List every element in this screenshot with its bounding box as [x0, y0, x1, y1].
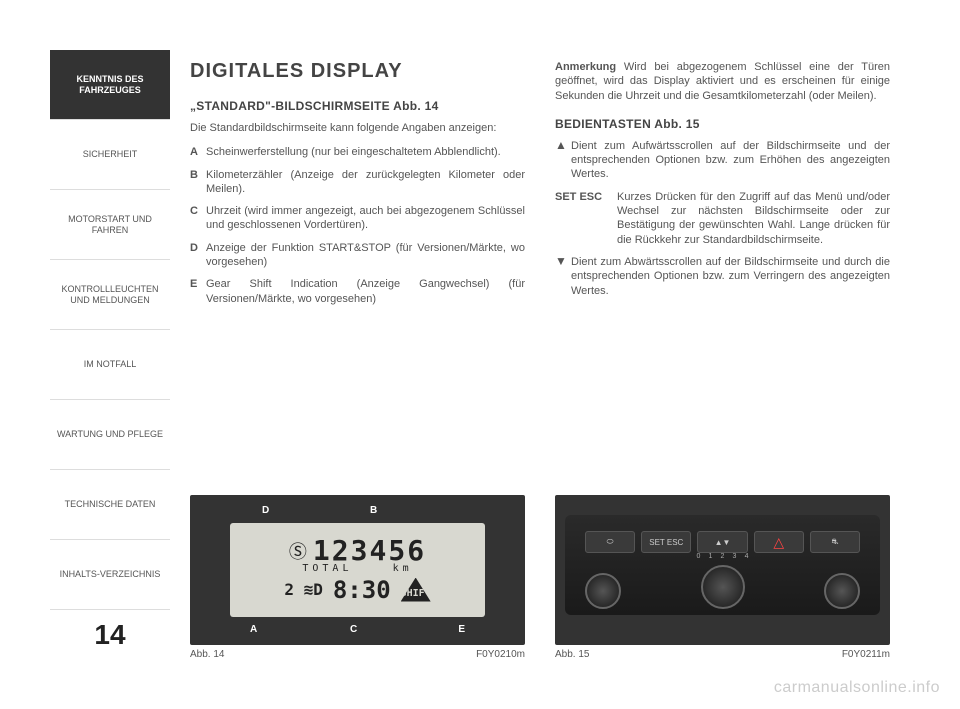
knob-center: 0 1 2 3 4 [701, 565, 745, 609]
knob-left [585, 573, 621, 609]
dash-btn-5: ⛐ [810, 531, 860, 553]
nav-notfall[interactable]: IM NOTFALL [50, 330, 170, 400]
triangle-down-icon: ▼ [555, 255, 571, 298]
item-text-c: Uhrzeit (wird immer angezeigt, auch bei … [206, 204, 525, 233]
lcd-odometer: 123456 [313, 537, 426, 565]
setesc-text: Kurzes Drücken für den Zugriff auf das M… [617, 190, 890, 247]
dash-btn-arrows: ▲▼ [697, 531, 747, 553]
shift-icon: SHIFT [401, 578, 431, 602]
fig14-label: Abb. 14 [190, 649, 224, 660]
intro-text: Die Standardbildschirmseite kann folgend… [190, 121, 525, 135]
callout-b: B [370, 505, 377, 516]
item-e: E Gear Shift Indication (Anzeige Gangwec… [190, 277, 525, 306]
item-text-e: Gear Shift Indication (Anzeige Gangwechs… [206, 277, 525, 306]
section-nav: KENNTNIS DES FAHRZEUGES SICHERHEIT MOTOR… [50, 50, 170, 660]
item-c: C Uhrzeit (wird immer angezeigt, auch be… [190, 204, 525, 233]
nav-inhaltsverzeichnis[interactable]: INHALTS-VERZEICHNIS [50, 540, 170, 610]
item-label-d: D [190, 241, 206, 270]
control-up: ▲ Dient zum Aufwärtsscrollen auf der Bil… [555, 139, 890, 182]
section-subtitle-14: „STANDARD"-BILDSCHIRMSEITE Abb. 14 [190, 99, 525, 113]
item-text-a: Scheinwerferstellung (nur bei eingeschal… [206, 145, 525, 159]
watermark: carmanualsonline.info [774, 679, 940, 697]
hazard-button: △ [754, 531, 804, 553]
control-down-text: Dient zum Abwärtsscrollen auf der Bildsc… [571, 255, 890, 298]
dash-button-row: ⬭ SET ESC ▲▼ △ ⛐ [585, 529, 860, 555]
lcd-display: Ⓢ 123456 TOTAL km 2 ≋D 8:30 SHIFT [230, 523, 485, 617]
item-label-e: E [190, 277, 206, 306]
callout-c: C [350, 624, 357, 635]
page-number: 14 [50, 610, 170, 660]
dash-btn-1: ⬭ [585, 531, 635, 553]
item-b: B Kilometerzähler (Anzeige der zurückgel… [190, 168, 525, 197]
item-text-b: Kilometerzähler (Anzeige der zurückgeleg… [206, 168, 525, 197]
fig15-code: F0Y0211m [842, 649, 890, 660]
manual-page: KENNTNIS DES FAHRZEUGES SICHERHEIT MOTOR… [50, 50, 910, 660]
nav-kontrollleuchten[interactable]: KONTROLLLEUCHTEN UND MELDUNGEN [50, 260, 170, 330]
item-label-a: A [190, 145, 206, 159]
section-subtitle-15: BEDIENTASTEN Abb. 15 [555, 117, 890, 131]
knob-right [824, 573, 860, 609]
dash-panel: ⬭ SET ESC ▲▼ △ ⛐ 0 1 [565, 515, 880, 615]
page-title: DIGITALES DISPLAY [190, 60, 525, 83]
callout-d: D [262, 505, 269, 516]
setesc-label: SET ESC [555, 190, 617, 247]
note-paragraph: Anmerkung Wird bei abgezogenem Schlüssel… [555, 60, 890, 103]
nav-motorstart[interactable]: MOTORSTART UND FAHREN [50, 190, 170, 260]
item-d: D Anzeige der Funktion START&STOP (für V… [190, 241, 525, 270]
triangle-up-icon: ▲ [555, 139, 571, 182]
control-setesc: SET ESC Kurzes Drücken für den Zugriff a… [555, 190, 890, 247]
item-label-b: B [190, 168, 206, 197]
lcd-total-label: TOTAL [302, 563, 352, 574]
fig15-label: Abb. 15 [555, 649, 589, 660]
knob-dial-labels: 0 1 2 3 4 [697, 553, 749, 560]
lcd-km-label: km [393, 563, 413, 574]
nav-technische-daten[interactable]: TECHNISCHE DATEN [50, 470, 170, 540]
figure-15-caption: Abb. 15 F0Y0211m [555, 649, 890, 660]
callout-e: E [458, 624, 465, 635]
item-text-d: Anzeige der Funktion START&STOP (für Ver… [206, 241, 525, 270]
nav-kenntnis[interactable]: KENNTNIS DES FAHRZEUGES [50, 50, 170, 120]
headlamp-icon: 2 ≋D [284, 580, 323, 599]
controls-list: ▲ Dient zum Aufwärtsscrollen auf der Bil… [555, 139, 890, 306]
figure-14: D B Ⓢ 123456 TOTAL km 2 ≋D 8:30 [190, 495, 525, 660]
figure-15: ⬭ SET ESC ▲▼ △ ⛐ 0 1 [555, 495, 890, 660]
definition-list: A Scheinwerferstellung (nur bei eingesch… [190, 145, 525, 314]
dash-knobs: 0 1 2 3 4 [585, 573, 860, 609]
nav-wartung[interactable]: WARTUNG UND PFLEGE [50, 400, 170, 470]
figure-14-caption: Abb. 14 F0Y0210m [190, 649, 525, 660]
figure-14-image: D B Ⓢ 123456 TOTAL km 2 ≋D 8:30 [190, 495, 525, 645]
item-label-c: C [190, 204, 206, 233]
figures-row: D B Ⓢ 123456 TOTAL km 2 ≋D 8:30 [190, 495, 890, 660]
fig14-code: F0Y0210m [476, 649, 525, 660]
item-a: A Scheinwerferstellung (nur bei eingesch… [190, 145, 525, 159]
callout-a: A [250, 624, 257, 635]
note-label: Anmerkung [555, 61, 616, 73]
nav-sicherheit[interactable]: SICHERHEIT [50, 120, 170, 190]
lcd-clock: 8:30 [333, 576, 391, 604]
page-content: DIGITALES DISPLAY „STANDARD"-BILDSCHIRMS… [170, 50, 910, 660]
stop-start-icon: Ⓢ [289, 538, 307, 564]
figure-15-image: ⬭ SET ESC ▲▼ △ ⛐ 0 1 [555, 495, 890, 645]
control-up-text: Dient zum Aufwärtsscrollen auf der Bilds… [571, 139, 890, 182]
dash-btn-setesc: SET ESC [641, 531, 691, 553]
control-down: ▼ Dient zum Abwärtsscrollen auf der Bild… [555, 255, 890, 298]
